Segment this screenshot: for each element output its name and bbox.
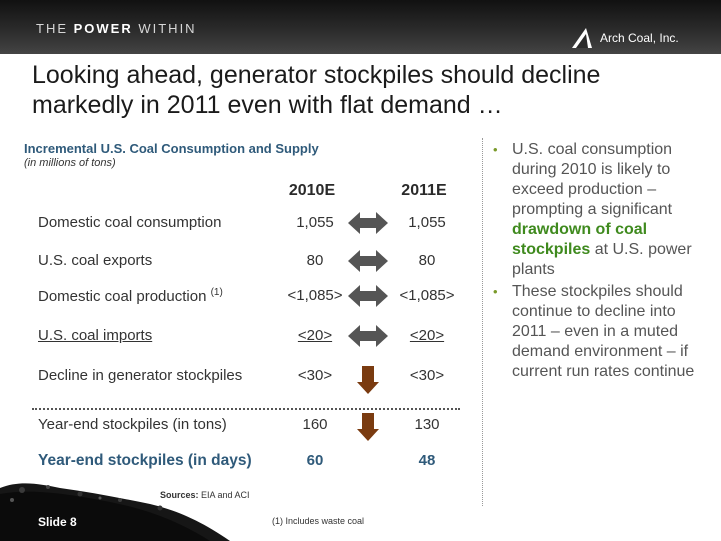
down-arrow-icon: [357, 366, 379, 394]
footnote: (1) Includes waste coal: [272, 516, 365, 526]
tagline-pre: THE: [36, 21, 74, 36]
company-logo: Arch Coal, Inc.: [570, 20, 710, 56]
bullet-list: • U.S. coal consumption during 2010 is l…: [490, 140, 712, 384]
logo-text: Arch Coal, Inc.: [600, 31, 679, 45]
double-arrow-icon: [348, 325, 388, 347]
row-label-exports: U.S. coal exports: [38, 252, 153, 269]
bullet-1-highlight: drawdown of coal stockpiles: [512, 221, 648, 258]
bullet-1-post: at U.S. power plants: [512, 241, 692, 278]
row-value-2010e: <1,085>: [287, 287, 343, 304]
down-arrow-icon: [357, 413, 379, 441]
row-label-imports: U.S. coal imports: [38, 327, 153, 344]
row-label-stockpile-decline: Decline in generator stockpiles: [38, 367, 243, 384]
row-value-2011e: <30>: [409, 367, 445, 384]
arch-triangle-icon: [572, 28, 592, 48]
sources-label: Sources:: [160, 490, 199, 500]
page-title: Looking ahead, generator stockpiles shou…: [32, 61, 601, 119]
bullet-item: • These stockpiles should continue to de…: [490, 282, 712, 382]
tagline: THE POWER WITHIN: [36, 21, 197, 36]
column-header-2010e: 2010E: [288, 182, 336, 199]
slide-number: Slide 8: [38, 515, 77, 529]
bullet-2-text: These stockpiles should continue to decl…: [512, 283, 695, 380]
row-label-stockpiles-tons: Year-end stockpiles (in tons): [38, 416, 227, 433]
double-arrow-icon: [348, 212, 388, 234]
row-value-2010e: 160: [302, 416, 328, 433]
bullet-dot-icon: •: [493, 142, 498, 157]
table-title: Incremental U.S. Coal Consumption and Su…: [24, 141, 319, 156]
row-value-2011e: <20>: [409, 327, 445, 344]
bullet-dot-icon: •: [493, 284, 498, 299]
row-value-2010e: 60: [306, 452, 324, 469]
row-value-2011e: 1,055: [408, 214, 446, 231]
double-arrow-icon: [348, 285, 388, 307]
coal-pile-image: [0, 483, 230, 541]
row-value-2011e: 80: [418, 252, 436, 269]
table-subtitle: (in millions of tons): [24, 157, 116, 169]
row-label-stockpiles-days: Year-end stockpiles (in days): [38, 452, 252, 469]
row-value-2011e: <1,085>: [399, 287, 455, 304]
row-label-production-text: Domestic coal production: [38, 288, 207, 305]
row-label-consumption: Domestic coal consumption: [38, 214, 222, 231]
bullet-1-pre: U.S. coal consumption during 2010 is lik…: [512, 141, 673, 218]
row-value-2010e: 1,055: [296, 214, 334, 231]
row-label-production: Domestic coal production (1): [38, 287, 223, 305]
sources-note: Sources: EIA and ACI: [160, 490, 250, 500]
tagline-bold: POWER: [73, 21, 133, 36]
row-value-2010e: <30>: [297, 367, 333, 384]
bullet-item: • U.S. coal consumption during 2010 is l…: [490, 140, 712, 280]
row-value-2010e: 80: [306, 252, 324, 269]
column-header-2011e: 2011E: [401, 182, 447, 199]
section-divider: [32, 408, 460, 410]
row-value-2010e: <20>: [297, 327, 333, 344]
column-divider: [482, 138, 483, 506]
row-value-2011e: 48: [418, 452, 436, 469]
row-value-2011e: 130: [414, 416, 440, 433]
footnote-marker: (1): [210, 287, 223, 298]
tagline-post: WITHIN: [132, 21, 197, 36]
double-arrow-icon: [348, 250, 388, 272]
sources-text: EIA and ACI: [198, 490, 250, 500]
header-bar: THE POWER WITHIN Arch Coal, Inc.: [0, 0, 721, 54]
